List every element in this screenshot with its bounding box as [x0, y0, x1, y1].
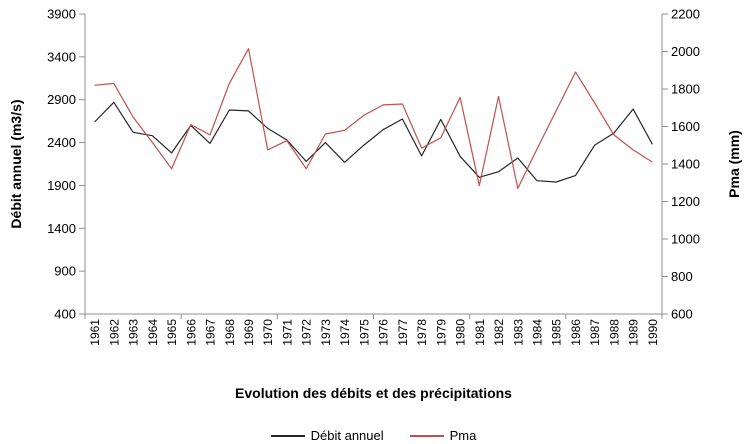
legend-label-pma: Pma — [449, 428, 477, 443]
legend: Débit annuel Pma — [85, 428, 662, 443]
right-axis-tick-label: 2000 — [671, 44, 700, 59]
x-axis-year-label: 1974 — [338, 319, 352, 346]
left-axis-title: Débit annuel (m3/s) — [8, 99, 24, 229]
x-axis-year-label: 1964 — [146, 319, 160, 346]
x-axis-year-label: 1983 — [511, 319, 525, 346]
left-axis-tick-label: 900 — [54, 264, 76, 279]
x-axis-year-label: 1981 — [473, 319, 487, 346]
x-axis-year-label: 1963 — [127, 319, 141, 346]
series-line-pma — [94, 48, 653, 189]
legend-item-pma: Pma — [409, 428, 477, 443]
series-line-debit-annuel — [94, 101, 653, 183]
x-axis-year-label: 1968 — [223, 319, 237, 346]
right-axis-tick-label: 1000 — [671, 232, 700, 247]
x-axis-year-label: 1977 — [396, 319, 410, 346]
x-axis-year-label: 1975 — [357, 319, 371, 346]
left-axis-tick-label: 2400 — [47, 135, 76, 150]
left-axis-tick-label: 3400 — [47, 49, 76, 64]
x-axis-year-label: 1984 — [530, 319, 544, 346]
x-axis-year-label: 1967 — [204, 319, 218, 346]
right-axis-title: Pma (mm) — [726, 130, 742, 198]
x-axis-year-label: 1962 — [107, 319, 121, 346]
x-axis-year-label: 1988 — [607, 319, 621, 346]
x-axis-year-label: 1990 — [646, 319, 660, 346]
x-axis-year-label: 1966 — [184, 319, 198, 346]
legend-line-sample-pma — [409, 434, 444, 437]
left-axis-tick-label: 400 — [54, 307, 76, 322]
x-axis-year-label: 1982 — [492, 319, 506, 346]
x-axis-year-label: 1979 — [434, 319, 448, 346]
left-axis-tick-label: 2900 — [47, 92, 76, 107]
x-axis-year-label: 1971 — [280, 319, 294, 346]
right-axis-tick-label: 1400 — [671, 157, 700, 172]
x-axis-year-label: 1969 — [242, 319, 256, 346]
x-axis-year-label: 1985 — [550, 319, 564, 346]
x-axis-year-label: 1972 — [300, 319, 314, 346]
x-axis-year-label: 1970 — [261, 319, 275, 346]
legend-line-sample-debit — [270, 434, 305, 437]
right-axis-tick-label: 1800 — [671, 82, 700, 97]
x-axis-year-label: 1987 — [588, 319, 602, 346]
x-axis-year-label: 1989 — [627, 319, 641, 346]
left-axis-tick-label: 1900 — [47, 178, 76, 193]
chart-title: Evolution des débits et des précipitatio… — [235, 385, 512, 401]
right-axis-tick-label: 600 — [671, 307, 693, 322]
left-axis-tick-label: 3900 — [47, 7, 76, 22]
x-axis-year-label: 1973 — [319, 319, 333, 346]
legend-item-debit: Débit annuel — [270, 428, 384, 443]
right-axis-tick-label: 800 — [671, 269, 693, 284]
x-axis-year-label: 1961 — [88, 319, 102, 346]
x-axis-year-label: 1978 — [415, 319, 429, 346]
x-axis-year-label: 1980 — [454, 319, 468, 346]
right-axis-tick-label: 2200 — [671, 7, 700, 22]
right-axis-tick-label: 1200 — [671, 194, 700, 209]
x-axis-year-label: 1986 — [569, 319, 583, 346]
x-axis-year-label: 1976 — [377, 319, 391, 346]
legend-label-debit: Débit annuel — [310, 428, 384, 443]
left-axis-tick-label: 1400 — [47, 221, 76, 236]
x-axis-year-label: 1965 — [165, 319, 179, 346]
right-axis-tick-label: 1600 — [671, 119, 700, 134]
